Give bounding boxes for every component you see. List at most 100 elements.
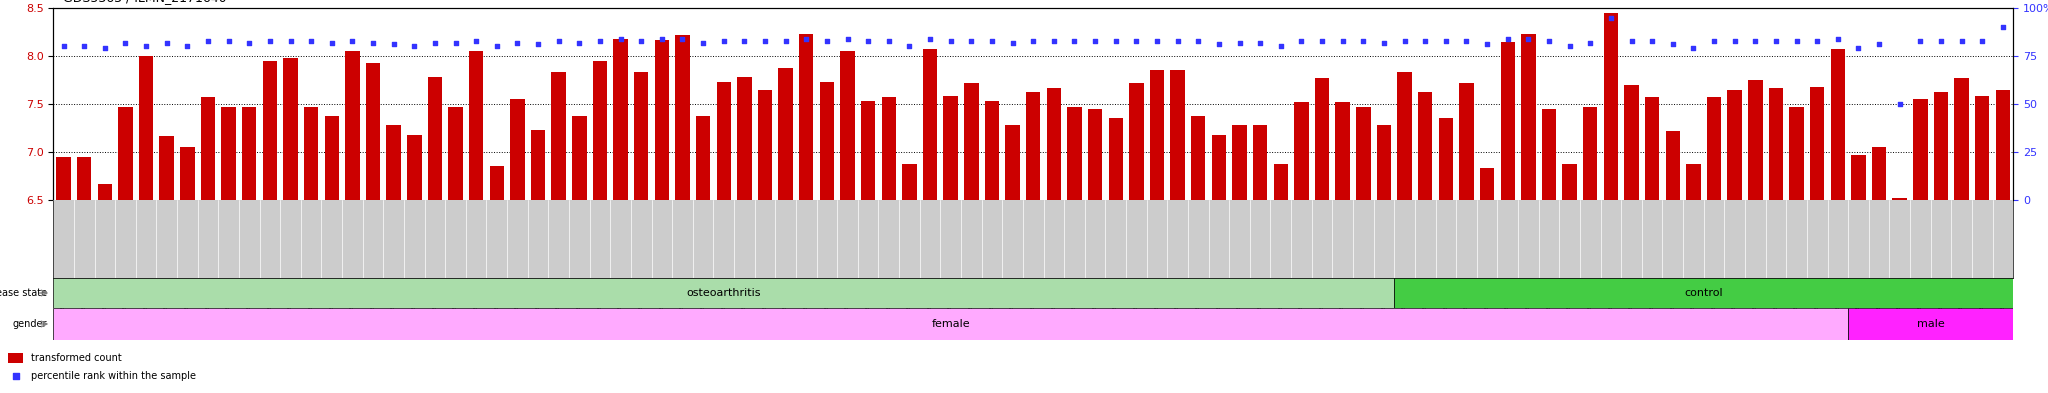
Bar: [180, 147, 195, 200]
Point: [1884, 101, 1917, 107]
Point: [645, 36, 678, 42]
Point: [625, 37, 657, 44]
Point: [150, 39, 182, 46]
Bar: [449, 107, 463, 200]
Point: [584, 37, 616, 44]
Text: percentile rank within the sample: percentile rank within the sample: [31, 371, 197, 381]
Point: [1430, 37, 1462, 44]
Bar: [1726, 90, 1743, 200]
Point: [1677, 45, 1710, 51]
Bar: [1026, 92, 1040, 200]
Bar: [1665, 131, 1679, 200]
Point: [1059, 37, 1092, 44]
Bar: [1233, 125, 1247, 200]
Bar: [1790, 107, 1804, 200]
Bar: [1501, 42, 1516, 200]
Point: [604, 36, 637, 42]
Bar: [1067, 107, 1081, 200]
Point: [1800, 37, 1833, 44]
Bar: [262, 61, 276, 200]
Bar: [1047, 88, 1061, 200]
Bar: [160, 136, 174, 200]
Bar: [799, 34, 813, 200]
Bar: [1087, 109, 1102, 200]
Point: [1759, 37, 1792, 44]
Point: [356, 39, 389, 46]
Bar: [1706, 97, 1720, 200]
Text: GDS5363 / ILMN_2171640: GDS5363 / ILMN_2171640: [63, 0, 227, 4]
Bar: [119, 107, 133, 200]
Point: [1243, 39, 1276, 46]
Bar: [965, 83, 979, 200]
Point: [502, 39, 535, 46]
Point: [295, 37, 328, 44]
Point: [1284, 37, 1317, 44]
Bar: [1604, 13, 1618, 200]
Point: [522, 41, 555, 48]
Bar: [98, 184, 113, 200]
Point: [1016, 37, 1049, 44]
Point: [88, 45, 121, 51]
Bar: [1315, 78, 1329, 200]
Point: [934, 37, 967, 44]
Point: [1532, 37, 1565, 44]
Bar: [881, 97, 897, 200]
Point: [0, 373, 33, 379]
Bar: [387, 125, 401, 200]
Bar: [1108, 118, 1122, 200]
Point: [1657, 41, 1690, 48]
Bar: [1149, 70, 1163, 200]
Point: [1841, 45, 1874, 51]
Bar: [1624, 85, 1638, 200]
Point: [377, 41, 410, 48]
Bar: [489, 166, 504, 200]
Bar: [1522, 34, 1536, 200]
Point: [1946, 37, 1978, 44]
Point: [233, 39, 266, 46]
Text: osteoarthritis: osteoarthritis: [686, 288, 762, 298]
Text: gender: gender: [12, 319, 47, 329]
Point: [811, 37, 844, 44]
Point: [397, 43, 430, 50]
Point: [1327, 37, 1360, 44]
Bar: [924, 49, 938, 200]
Point: [1739, 37, 1772, 44]
Point: [1905, 37, 1937, 44]
Bar: [758, 90, 772, 200]
Point: [1182, 37, 1214, 44]
Bar: [1397, 72, 1411, 200]
Bar: [469, 51, 483, 200]
Point: [438, 39, 471, 46]
Bar: [860, 101, 874, 200]
Bar: [903, 163, 918, 200]
Point: [129, 43, 162, 50]
Point: [1038, 37, 1071, 44]
Point: [852, 37, 885, 44]
Point: [686, 39, 719, 46]
Point: [1264, 43, 1296, 50]
Point: [1491, 36, 1524, 42]
Text: transformed count: transformed count: [31, 353, 121, 363]
Bar: [1563, 165, 1577, 200]
Bar: [717, 82, 731, 200]
Point: [1389, 37, 1421, 44]
Point: [1368, 39, 1401, 46]
Point: [336, 37, 369, 44]
Point: [1636, 37, 1669, 44]
Text: disease state: disease state: [0, 288, 47, 298]
Point: [831, 36, 864, 42]
Point: [170, 43, 203, 50]
Bar: [1542, 109, 1556, 200]
Bar: [1460, 83, 1475, 200]
Bar: [1376, 125, 1391, 200]
Point: [68, 43, 100, 50]
Point: [954, 37, 987, 44]
Bar: [1438, 118, 1452, 200]
Bar: [1954, 78, 1968, 200]
Bar: [367, 63, 381, 200]
Bar: [346, 51, 360, 200]
Bar: [324, 116, 340, 200]
Bar: [1831, 49, 1845, 200]
Point: [707, 37, 739, 44]
Bar: [737, 77, 752, 200]
